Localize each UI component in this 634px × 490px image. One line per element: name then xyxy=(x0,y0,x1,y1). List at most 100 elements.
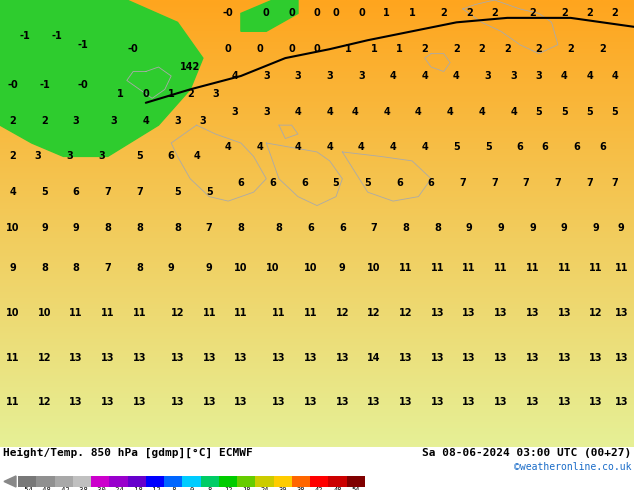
Text: 3: 3 xyxy=(35,151,41,161)
Text: 4: 4 xyxy=(586,71,593,81)
Text: 13: 13 xyxy=(430,308,444,318)
Text: 6: 6 xyxy=(238,178,244,188)
Text: 13: 13 xyxy=(589,397,603,407)
Text: -48: -48 xyxy=(39,488,52,490)
Text: 9: 9 xyxy=(529,223,536,233)
Text: 10: 10 xyxy=(6,308,20,318)
Text: 11: 11 xyxy=(6,352,20,363)
Text: 3: 3 xyxy=(295,71,301,81)
Text: 4: 4 xyxy=(479,107,485,117)
Bar xyxy=(256,476,274,487)
Text: 13: 13 xyxy=(304,397,318,407)
Text: -12: -12 xyxy=(148,488,161,490)
Text: 11: 11 xyxy=(133,308,146,318)
Text: 5: 5 xyxy=(174,187,181,197)
Text: 13: 13 xyxy=(367,397,381,407)
Text: 4: 4 xyxy=(327,143,333,152)
Text: 4: 4 xyxy=(415,107,422,117)
Text: 5: 5 xyxy=(485,143,491,152)
Text: 10: 10 xyxy=(6,223,20,233)
Text: 13: 13 xyxy=(526,308,540,318)
Text: 6: 6 xyxy=(574,143,580,152)
Text: 11: 11 xyxy=(234,308,248,318)
Text: -1: -1 xyxy=(39,80,49,90)
Text: 1: 1 xyxy=(409,8,415,19)
Polygon shape xyxy=(0,0,203,156)
Text: 3: 3 xyxy=(263,71,269,81)
Text: 4: 4 xyxy=(352,107,358,117)
Text: Height/Temp. 850 hPa [gdmp][°C] ECMWF: Height/Temp. 850 hPa [gdmp][°C] ECMWF xyxy=(3,448,253,458)
Text: 11: 11 xyxy=(101,308,115,318)
Text: 142: 142 xyxy=(180,62,200,72)
Text: 9: 9 xyxy=(466,223,472,233)
Text: 0: 0 xyxy=(190,488,193,490)
Text: 4: 4 xyxy=(231,71,238,81)
Text: 3: 3 xyxy=(510,71,517,81)
Text: 9: 9 xyxy=(73,223,79,233)
Text: 6: 6 xyxy=(307,223,314,233)
Text: 2: 2 xyxy=(41,116,48,125)
Text: -18: -18 xyxy=(131,488,143,490)
Text: 13: 13 xyxy=(399,397,413,407)
Text: 3: 3 xyxy=(67,151,73,161)
Text: 0: 0 xyxy=(288,44,295,54)
Text: 0: 0 xyxy=(143,89,149,99)
Text: 8: 8 xyxy=(403,223,409,233)
Text: 6: 6 xyxy=(73,187,79,197)
Text: 4: 4 xyxy=(453,71,460,81)
Bar xyxy=(347,476,365,487)
Text: 4: 4 xyxy=(358,143,365,152)
Text: 54: 54 xyxy=(352,488,360,490)
Text: 8: 8 xyxy=(276,223,282,233)
Text: 2: 2 xyxy=(453,44,460,54)
Text: 6: 6 xyxy=(396,178,403,188)
Text: 10: 10 xyxy=(234,263,248,273)
Text: 13: 13 xyxy=(494,397,508,407)
Text: 13: 13 xyxy=(526,352,540,363)
Text: 13: 13 xyxy=(202,397,216,407)
Text: 7: 7 xyxy=(586,178,593,188)
Text: 13: 13 xyxy=(462,397,476,407)
Text: 0: 0 xyxy=(314,8,320,19)
Text: 12: 12 xyxy=(37,397,51,407)
Text: 3: 3 xyxy=(200,116,206,125)
Text: 5: 5 xyxy=(561,107,567,117)
Text: 7: 7 xyxy=(491,178,498,188)
Text: 10: 10 xyxy=(266,263,280,273)
Text: 8: 8 xyxy=(136,223,143,233)
Bar xyxy=(127,476,146,487)
Text: 13: 13 xyxy=(69,352,83,363)
Text: 38: 38 xyxy=(297,488,306,490)
Text: 13: 13 xyxy=(526,397,540,407)
Text: 8: 8 xyxy=(208,488,212,490)
Text: 9: 9 xyxy=(10,263,16,273)
Text: 11: 11 xyxy=(614,263,628,273)
Text: 7: 7 xyxy=(105,263,111,273)
Bar xyxy=(36,476,55,487)
Text: -1: -1 xyxy=(20,31,30,41)
Bar xyxy=(292,476,310,487)
Bar xyxy=(328,476,347,487)
Text: 13: 13 xyxy=(133,397,146,407)
Text: 7: 7 xyxy=(612,178,618,188)
Text: -54: -54 xyxy=(21,488,34,490)
Polygon shape xyxy=(241,0,298,31)
Text: 3: 3 xyxy=(111,116,117,125)
Text: 0: 0 xyxy=(358,8,365,19)
Text: 8: 8 xyxy=(434,223,441,233)
Text: 5: 5 xyxy=(206,187,212,197)
Text: 0: 0 xyxy=(288,8,295,19)
Text: 7: 7 xyxy=(523,178,529,188)
Text: -1: -1 xyxy=(77,40,87,49)
Text: 4: 4 xyxy=(257,143,263,152)
Text: 48: 48 xyxy=(333,488,342,490)
Text: 3: 3 xyxy=(98,151,105,161)
Text: 9: 9 xyxy=(498,223,504,233)
Text: 14: 14 xyxy=(367,352,381,363)
Bar xyxy=(18,476,36,487)
Text: 4: 4 xyxy=(561,71,567,81)
Text: 1: 1 xyxy=(384,8,390,19)
Text: 13: 13 xyxy=(101,352,115,363)
Text: -38: -38 xyxy=(75,488,88,490)
Text: 13: 13 xyxy=(430,352,444,363)
